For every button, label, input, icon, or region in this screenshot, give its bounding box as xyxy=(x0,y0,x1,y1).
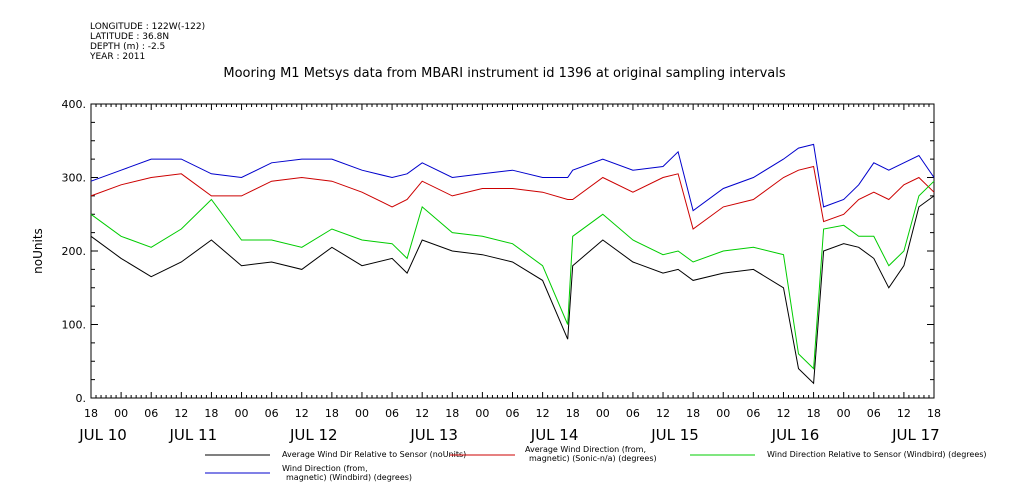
plot-frame xyxy=(90,103,935,399)
series-line-3 xyxy=(90,180,935,370)
x-hour-label: 06 xyxy=(506,407,520,420)
series-line-1 xyxy=(90,195,935,385)
legend-label-line: Average Wind Direction (from, xyxy=(525,445,646,454)
x-hour-label: 18 xyxy=(445,407,459,420)
x-hour-label: 00 xyxy=(596,407,610,420)
y-tick-label: 300. xyxy=(62,172,87,185)
x-hour-label: 18 xyxy=(566,407,580,420)
y-tick-label: 400. xyxy=(62,98,87,111)
x-hour-label: 18 xyxy=(325,407,339,420)
x-hour-label: 18 xyxy=(686,407,700,420)
legend-label-3: Wind Direction Relative to Sensor (Windb… xyxy=(767,450,987,459)
x-hour-label: 18 xyxy=(84,407,98,420)
x-hour-label: 00 xyxy=(837,407,851,420)
legend-label-line: Wind Direction (from, xyxy=(282,464,368,473)
x-hour-label: 06 xyxy=(265,407,279,420)
meta-depth: DEPTH (m) : -2.5 xyxy=(90,42,166,52)
y-axis-label: noUnits xyxy=(31,228,45,274)
x-hour-label: 00 xyxy=(235,407,249,420)
x-day-label: JUL 15 xyxy=(650,426,699,444)
x-hour-label: 06 xyxy=(867,407,881,420)
y-tick-label: 100. xyxy=(62,319,87,332)
x-hour-label: 12 xyxy=(776,407,790,420)
x-day-label: JUL 13 xyxy=(409,426,458,444)
x-hour-label: 00 xyxy=(475,407,489,420)
x-hour-label: 06 xyxy=(144,407,158,420)
y-tick-label: 0. xyxy=(76,392,87,405)
legend-label-line: magnetic) (Sonic-n/a) (degrees) xyxy=(529,454,657,463)
x-hour-label: 06 xyxy=(385,407,399,420)
x-hour-label: 00 xyxy=(114,407,128,420)
legend-label-1: Average Wind Dir Relative to Sensor (noU… xyxy=(282,450,466,459)
x-day-label: JUL 14 xyxy=(530,426,579,444)
x-hour-label: 18 xyxy=(807,407,821,420)
x-day-label: JUL 16 xyxy=(771,426,820,444)
x-hour-label: 12 xyxy=(174,407,188,420)
x-day-label: JUL 11 xyxy=(169,426,218,444)
x-hour-label: 18 xyxy=(927,407,941,420)
x-hour-label: 12 xyxy=(536,407,550,420)
chart-title: Mooring M1 Metsys data from MBARI instru… xyxy=(223,66,786,81)
x-hour-label: 00 xyxy=(355,407,369,420)
meta-latitude: LATITUDE : 36.8N xyxy=(90,32,170,42)
x-hour-label: 12 xyxy=(415,407,429,420)
x-hour-label: 06 xyxy=(626,407,640,420)
x-day-label: JUL 17 xyxy=(891,426,940,444)
x-day-label: JUL 12 xyxy=(289,426,338,444)
meta-year: YEAR : 2011 xyxy=(90,52,146,62)
x-day-label: JUL 10 xyxy=(78,426,127,444)
meta-longitude: LONGITUDE : 122W(-122) xyxy=(90,22,206,32)
series-line-2 xyxy=(90,165,935,230)
x-hour-label: 06 xyxy=(746,407,760,420)
legend-label-line: magnetic) (Windbird) (degrees) xyxy=(286,473,412,482)
x-hour-label: 12 xyxy=(897,407,911,420)
x-hour-label: 00 xyxy=(716,407,730,420)
x-hour-label: 18 xyxy=(204,407,218,420)
legend-label-4: Wind Direction (from, magnetic) (Windbird… xyxy=(282,464,412,482)
legend-label-2: Average Wind Direction (from, magnetic) (… xyxy=(525,445,657,463)
y-tick-label: 200. xyxy=(62,245,87,258)
x-hour-label: 12 xyxy=(656,407,670,420)
x-hour-label: 12 xyxy=(295,407,309,420)
series-line-4 xyxy=(90,143,935,212)
